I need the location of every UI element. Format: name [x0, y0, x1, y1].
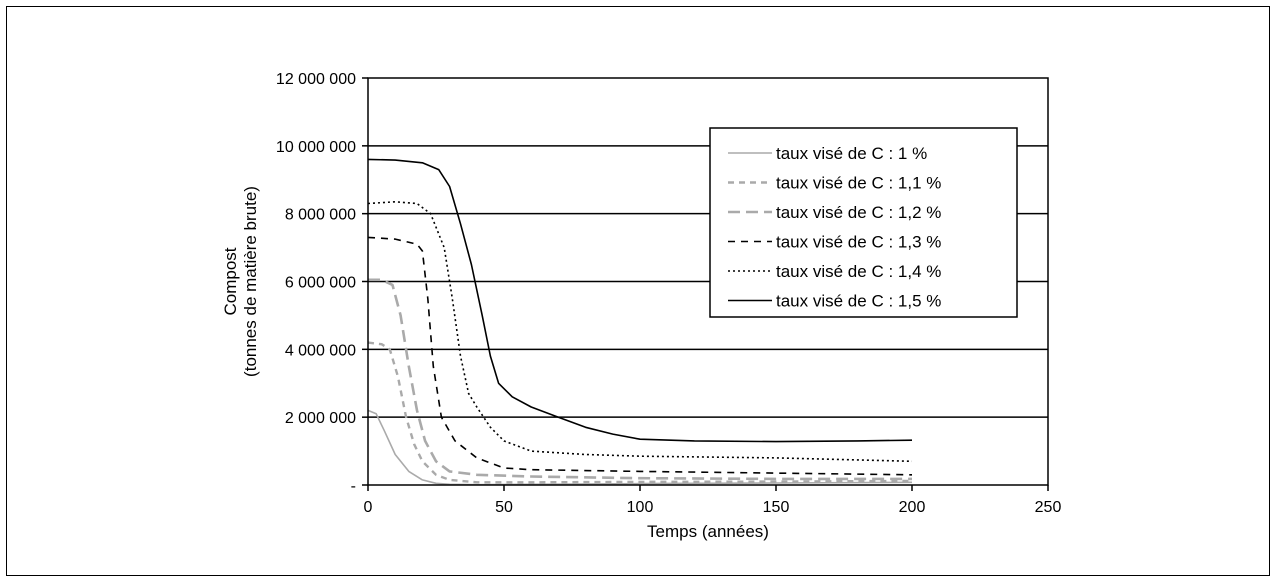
series-line-2	[368, 343, 912, 483]
x-tick-label-0: 0	[364, 499, 373, 516]
legend-label-3: taux visé de C : 1,2 %	[776, 203, 941, 222]
legend-label-6: taux visé de C : 1,5 %	[776, 292, 941, 311]
y-tick-label-6: 12 000 000	[276, 71, 356, 88]
y-tick-label-3: 6 000 000	[285, 275, 356, 292]
x-tick-label-2: 100	[627, 499, 654, 516]
x-axis-label: Temps (années)	[647, 522, 769, 541]
y-tick-label-2: 4 000 000	[285, 342, 356, 359]
y-tick-label-5: 10 000 000	[276, 139, 356, 156]
x-tick-label-5: 250	[1035, 499, 1062, 516]
legend-label-4: taux visé de C : 1,3 %	[776, 233, 941, 252]
series-line-1	[368, 410, 912, 484]
y-axis-label: Compost (tonnes de matière brute)	[221, 186, 260, 377]
legend-label-1: taux visé de C : 1 %	[776, 144, 927, 163]
x-tick-label-4: 200	[899, 499, 926, 516]
y-tick-label-1: 2 000 000	[285, 410, 356, 427]
x-tick-label-3: 150	[763, 499, 790, 516]
y-axis-label-line-2: (tonnes de matière brute)	[241, 186, 260, 377]
legend-label-5: taux visé de C : 1,4 %	[776, 262, 941, 281]
y-tick-label-4: 8 000 000	[285, 207, 356, 224]
legend-label-2: taux visé de C : 1,1 %	[776, 174, 941, 193]
x-tick-label-1: 50	[495, 499, 513, 516]
legend: taux visé de C : 1 % taux visé de C : 1,1…	[710, 128, 1017, 317]
y-axis-label-line-1: Compost	[221, 247, 240, 315]
y-tick-label-0: -	[351, 478, 356, 495]
